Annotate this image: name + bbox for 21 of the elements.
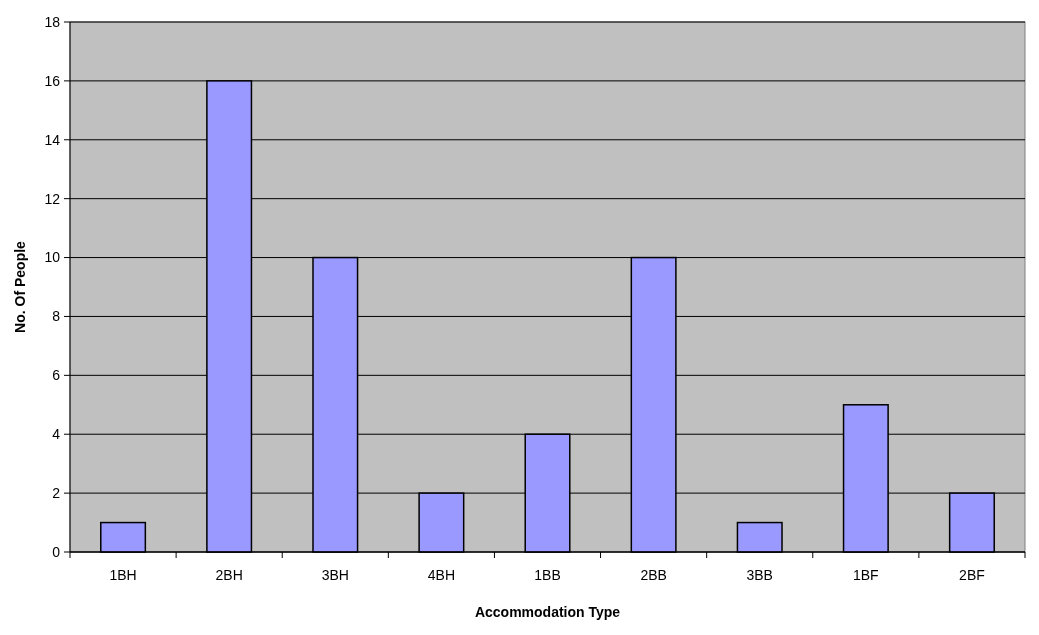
y-tick-label: 18 — [44, 13, 61, 30]
y-tick-label: 12 — [44, 190, 61, 207]
y-tick-label: 10 — [44, 249, 61, 266]
y-tick-label: 4 — [52, 426, 61, 443]
x-axis-title: Accommodation Type — [474, 604, 621, 620]
y-tick-label: 8 — [52, 308, 61, 325]
y-tick-label: 0 — [52, 543, 61, 560]
x-tick-label: 3BB — [746, 567, 773, 583]
x-tick-label: 2BF — [959, 567, 985, 583]
x-tick-label: 2BB — [640, 567, 667, 583]
y-tick-label: 2 — [52, 485, 61, 502]
x-tick-label: 1BF — [852, 567, 879, 583]
x-tick-label: 4BH — [427, 567, 456, 583]
x-tick-label: 2BH — [215, 567, 243, 583]
x-tick-label: 1BB — [534, 567, 561, 583]
y-axis-title: No. Of People — [12, 240, 28, 333]
y-tick-label: 14 — [44, 131, 61, 148]
x-tick-label: 3BH — [321, 567, 349, 583]
y-tick-label: 16 — [44, 72, 61, 89]
y-tick-label: 6 — [52, 367, 61, 384]
x-tick-label: 1BH — [109, 567, 137, 583]
